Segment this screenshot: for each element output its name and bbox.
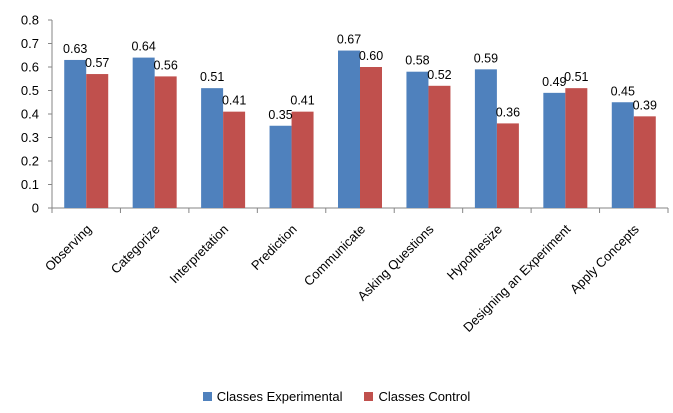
- bar-control: [223, 111, 246, 208]
- legend-label-control: Classes Control: [378, 389, 471, 404]
- y-tick-label: 0.8: [21, 13, 39, 28]
- legend-item-control: Classes Control: [364, 389, 470, 404]
- bar-experimental: [543, 92, 566, 208]
- bar-experimental: [338, 50, 360, 208]
- data-label-control: 0.36: [496, 105, 520, 119]
- data-label-experimental: 0.51: [200, 70, 224, 84]
- chart-axes: 0 0.1 0.2 0.3 0.4 0.5 0.6 0.7 0.8: [21, 13, 669, 216]
- bar-experimental: [132, 57, 155, 208]
- y-tick-label: 0: [32, 201, 39, 216]
- bar-experimental: [474, 69, 497, 208]
- y-tick-label: 0.4: [21, 107, 39, 122]
- bar-experimental: [64, 59, 87, 209]
- bar-experimental: [611, 102, 634, 208]
- data-label-experimental: 0.63: [63, 42, 87, 56]
- legend-label-experimental: Classes Experimental: [216, 389, 343, 404]
- data-label-control: 0.41: [290, 94, 314, 108]
- bar-control: [565, 88, 588, 208]
- chart-data-labels: 0.630.570.640.560.510.410.350.410.670.60…: [63, 33, 657, 122]
- bar-experimental: [406, 71, 429, 208]
- y-tick-label: 0.6: [21, 60, 39, 75]
- bar-control: [291, 111, 314, 208]
- data-label-experimental: 0.64: [131, 40, 155, 54]
- data-label-experimental: 0.45: [611, 84, 635, 98]
- legend-item-experimental: Classes Experimental: [202, 389, 343, 404]
- data-label-experimental: 0.49: [542, 75, 566, 89]
- data-label-control: 0.56: [153, 58, 177, 72]
- data-label-experimental: 0.35: [268, 108, 292, 122]
- chart-legend: Classes Experimental Classes Control: [0, 389, 673, 404]
- bar-control: [428, 85, 451, 208]
- y-tick-label: 0.2: [21, 154, 39, 169]
- data-label-control: 0.60: [359, 49, 383, 63]
- category-label: Interpretation: [166, 222, 231, 287]
- category-label: Asking Questions: [354, 221, 436, 303]
- y-tick-label: 0.1: [21, 177, 39, 192]
- bar-experimental: [201, 88, 224, 208]
- y-tick-label: 0.5: [21, 83, 39, 98]
- bar-control: [633, 116, 656, 208]
- bar-control: [360, 67, 382, 208]
- category-label: Communicate: [301, 222, 368, 289]
- category-label: Apply Concepts: [567, 221, 642, 296]
- data-label-experimental: 0.58: [405, 54, 429, 68]
- bar-control: [86, 74, 109, 208]
- data-label-experimental: 0.59: [474, 51, 498, 65]
- category-label: Categorize: [108, 222, 163, 277]
- bar-control: [154, 76, 177, 209]
- y-tick-label: 0.3: [21, 130, 39, 145]
- data-label-control: 0.41: [222, 94, 246, 108]
- category-label: Hypothesize: [444, 222, 505, 283]
- data-label-control: 0.52: [427, 68, 451, 82]
- category-label: Prediction: [248, 222, 299, 273]
- data-label-control: 0.57: [85, 56, 109, 70]
- bar-control: [496, 123, 519, 208]
- chart-bars: [64, 50, 656, 209]
- category-label: Observing: [42, 222, 95, 275]
- data-label-control: 0.39: [633, 98, 657, 112]
- chart-category-labels: Observing Categorize Interpretation Predict…: [42, 221, 642, 335]
- bar-experimental: [269, 125, 292, 208]
- data-label-experimental: 0.67: [337, 33, 361, 47]
- legend-swatch-experimental: [202, 392, 212, 401]
- y-tick-label: 0.7: [21, 36, 39, 51]
- legend-swatch-control: [364, 392, 374, 401]
- data-label-control: 0.51: [564, 70, 588, 84]
